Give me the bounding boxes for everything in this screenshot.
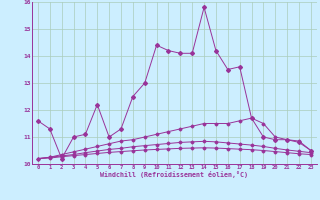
X-axis label: Windchill (Refroidissement éolien,°C): Windchill (Refroidissement éolien,°C) xyxy=(100,171,248,178)
